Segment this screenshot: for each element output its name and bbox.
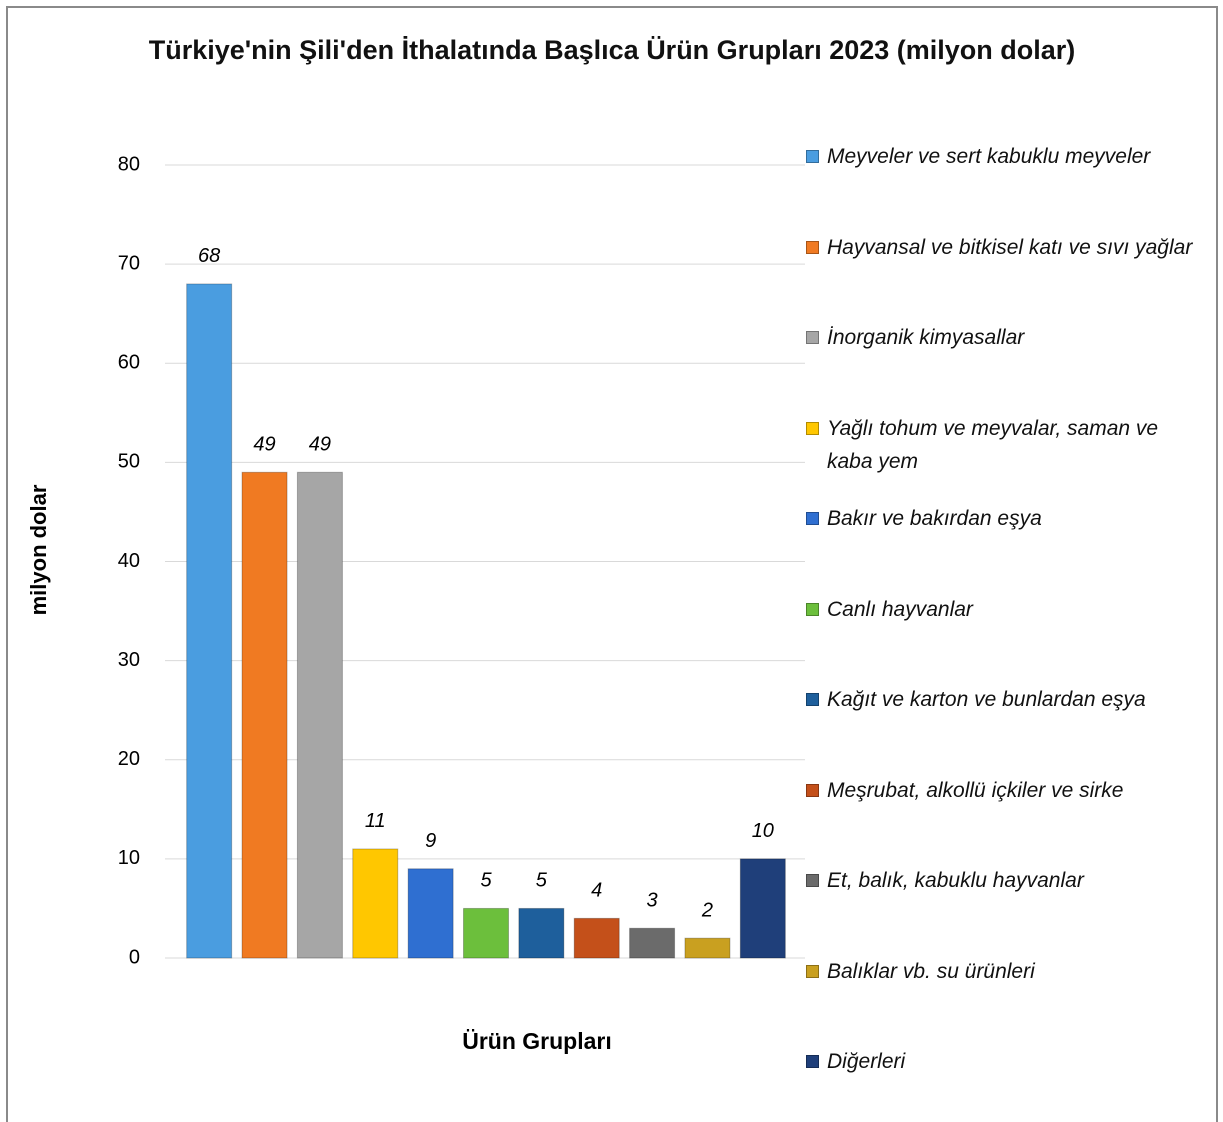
legend-swatch <box>806 783 819 797</box>
legend-label: İnorganik kimyasallar <box>827 326 1025 349</box>
data-label: 10 <box>752 820 774 842</box>
legend-label: Meşrubat, alkollü içkiler ve sirke <box>827 778 1124 802</box>
data-label: 68 <box>198 245 220 267</box>
data-label: 3 <box>647 890 658 912</box>
y-tick-label: 10 <box>118 847 140 869</box>
legend-label: Hayvansal ve bitkisel katı ve sıvı yağla… <box>827 235 1193 259</box>
legend-swatch <box>806 693 819 706</box>
legend-swatch <box>806 421 819 435</box>
y-tick-label: 20 <box>118 748 140 770</box>
legend-item: Et, balık, kabuklu hayvanlar <box>806 864 1197 897</box>
data-label: 49 <box>309 434 331 456</box>
legend-item: Meyveler ve sert kabuklu meyveler <box>806 140 1197 173</box>
x-axis-label: Ürün Grupları <box>462 1028 612 1054</box>
legend-swatch <box>806 874 819 887</box>
data-label: 5 <box>480 870 492 892</box>
legend-swatch <box>806 240 819 254</box>
legend-item: Canlı hayvanlar <box>806 593 1197 626</box>
data-label: 4 <box>591 880 602 902</box>
legend-swatch <box>806 331 819 344</box>
legend-swatch <box>806 602 819 616</box>
bar <box>407 868 454 959</box>
y-tick-label: 50 <box>118 451 140 473</box>
frame <box>6 6 1218 1122</box>
legend-swatch <box>806 964 819 978</box>
legend-label: Yağlı tohum ve meyvalar, saman ve kaba y… <box>827 416 1159 473</box>
legend-item: Hayvansal ve bitkisel katı ve sıvı yağla… <box>806 231 1197 264</box>
legend-label: Canlı hayvanlar <box>827 597 973 621</box>
chart-title: Türkiye'nin Şili'den İthalatında Başlıca… <box>148 35 1076 65</box>
bar <box>518 907 565 959</box>
legend-label: Balıklar vb. su ürünleri <box>827 959 1035 983</box>
legend-label: Et, balık, kabuklu hayvanlar <box>827 869 1084 892</box>
legend-swatch <box>806 1055 819 1068</box>
y-tick-label: 0 <box>129 946 140 968</box>
legend-label: Bakır ve bakırdan eşya <box>827 507 1042 530</box>
y-tick-label: 60 <box>118 352 140 374</box>
bar <box>463 907 509 959</box>
data-label: 11 <box>365 810 386 832</box>
bar <box>186 283 233 959</box>
bar <box>739 858 786 959</box>
y-tick-label: 30 <box>118 649 140 671</box>
legend-label: Kağıt ve karton ve bunlardan eşya <box>827 688 1146 711</box>
legend-swatch <box>806 512 819 525</box>
data-label: 5 <box>536 870 548 892</box>
legend-label: Diğerleri <box>827 1050 906 1073</box>
data-label: 49 <box>253 434 275 456</box>
legend-item: Diğerleri <box>806 1045 1197 1078</box>
legend-item: Meşrubat, alkollü içkiler ve sirke <box>806 774 1197 807</box>
legend-item: Balıklar vb. su ürünleri <box>806 955 1197 988</box>
y-tick-label: 40 <box>118 550 140 572</box>
legend-item: Yağlı tohum ve meyvalar, saman ve kaba y… <box>806 412 1197 478</box>
legend-item: Bakır ve bakırdan eşya <box>806 502 1197 535</box>
y-tick-label: 70 <box>118 252 140 274</box>
bar <box>684 937 731 959</box>
y-tick-label: 80 <box>118 153 140 175</box>
bar <box>241 471 288 959</box>
bar <box>352 848 399 959</box>
y-axis-label: milyon dolar <box>26 484 51 615</box>
data-label: 9 <box>425 830 436 852</box>
data-label: 2 <box>701 899 713 921</box>
bar <box>629 927 676 959</box>
legend-swatch <box>806 150 819 163</box>
bar <box>573 917 620 959</box>
legend-label: Meyveler ve sert kabuklu meyveler <box>827 145 1151 168</box>
bar <box>296 471 343 959</box>
legend-item: Kağıt ve karton ve bunlardan eşya <box>806 683 1197 716</box>
legend-item: İnorganik kimyasallar <box>806 321 1197 354</box>
